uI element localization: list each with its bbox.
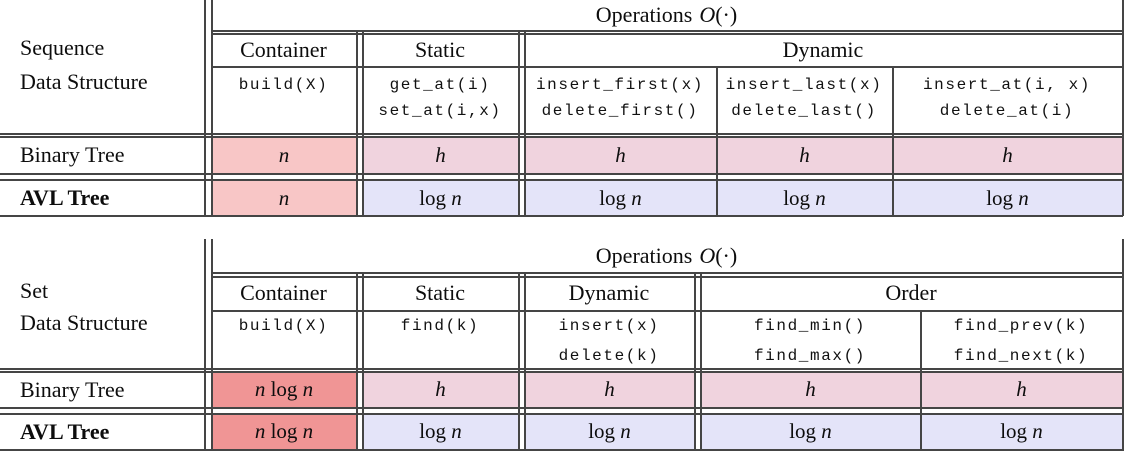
op-name-cell: find(k) <box>400 317 480 335</box>
group-header-container: Container <box>240 37 327 62</box>
complexity-cell: log n <box>921 414 1122 449</box>
complexity-cell: n log n <box>212 414 356 449</box>
table-label-line2: Data Structure <box>20 69 148 94</box>
complexity-cell: n log n <box>212 372 356 407</box>
op-name-cell: delete_at(i) <box>939 102 1075 120</box>
divider <box>0 173 1123 175</box>
row-label-binary-tree: Binary Tree <box>20 142 125 167</box>
operations-title: Operations O(·) <box>211 242 1122 270</box>
op-name-cell: find_min() <box>753 317 866 335</box>
operations-title-math-args: (·) <box>715 2 738 27</box>
operations-title-text: Operations <box>595 2 693 27</box>
divider <box>524 274 526 451</box>
op-name-cell: insert(x) <box>558 317 660 335</box>
operations-title: Operations O(·) <box>211 1 1122 29</box>
divider <box>518 274 520 451</box>
divider <box>700 274 702 451</box>
divider <box>0 133 1123 135</box>
op-name-cell: set_at(i,x) <box>378 102 502 120</box>
op-name-cell: delete_first() <box>541 102 699 120</box>
divider <box>716 66 718 216</box>
divider <box>524 31 526 216</box>
op-name-cell: find_max() <box>753 347 866 365</box>
complexity-cell: h <box>701 372 920 407</box>
divider <box>0 179 1123 181</box>
divider <box>204 0 206 216</box>
complexity-cell: h <box>921 372 1122 407</box>
group-header-static: Static <box>414 37 466 62</box>
complexity-cell: h <box>717 137 892 173</box>
op-name-cell: get_at(i) <box>389 76 491 94</box>
group-header-dynamic: Dynamic <box>568 280 650 305</box>
group-header-dynamic: Dynamic <box>782 37 864 62</box>
divider <box>211 66 1123 68</box>
operations-title-math-o: O <box>699 2 716 27</box>
row-label-avl-tree: AVL Tree <box>20 185 110 210</box>
complexity-cell: h <box>525 137 716 173</box>
operations-title-math-o: O <box>699 243 716 268</box>
divider <box>211 276 1123 278</box>
group-header-order: Order <box>885 280 937 305</box>
divider <box>211 310 1123 312</box>
complexity-cell: log n <box>525 414 694 449</box>
complexity-cell: n <box>212 137 356 173</box>
row-label-binary-tree: Binary Tree <box>20 377 125 402</box>
divider <box>1122 0 1124 216</box>
divider <box>356 31 358 216</box>
complexity-cell: log n <box>525 181 716 215</box>
table-label-line1: Sequence <box>20 35 105 60</box>
op-name-cell: insert_at(i, x) <box>922 76 1092 94</box>
op-name-cell: find_prev(k) <box>953 317 1089 335</box>
op-name-cell: insert_first(x) <box>535 76 705 94</box>
op-name-cell: delete_last() <box>731 102 877 120</box>
group-header-container: Container <box>240 280 327 305</box>
complexity-cell: log n <box>717 181 892 215</box>
divider <box>0 136 1123 138</box>
table-label-line2: Data Structure <box>20 310 148 335</box>
op-name-cell: insert_last(x) <box>725 76 883 94</box>
group-header-static: Static <box>414 280 466 305</box>
complexity-cell: log n <box>363 414 518 449</box>
table-label-line1: Set <box>20 278 49 303</box>
op-name-cell: build(X) <box>238 317 329 335</box>
complexity-cell: log n <box>701 414 920 449</box>
complexity-cell: h <box>363 137 518 173</box>
op-name-cell: build(X) <box>238 76 329 94</box>
divider <box>0 368 1123 370</box>
divider <box>211 0 213 216</box>
divider <box>694 274 696 451</box>
divider <box>1122 239 1124 451</box>
divider <box>0 449 1123 451</box>
divider <box>0 371 1123 373</box>
complexity-cell: n <box>212 181 356 215</box>
divider <box>211 30 1123 32</box>
divider <box>211 239 213 451</box>
divider <box>356 274 358 451</box>
divider <box>0 413 1123 415</box>
divider <box>211 272 1123 274</box>
op-name-cell: find_next(k) <box>953 347 1089 365</box>
complexity-cell: log n <box>363 181 518 215</box>
row-label-avl-tree: AVL Tree <box>20 419 110 444</box>
complexity-cell: log n <box>893 181 1122 215</box>
divider <box>518 31 520 216</box>
complexity-cell: h <box>525 372 694 407</box>
divider <box>362 31 364 216</box>
divider <box>362 274 364 451</box>
operations-title-text: Operations <box>595 243 693 268</box>
complexity-cell: h <box>893 137 1122 173</box>
operations-title-math-args: (·) <box>715 243 738 268</box>
divider <box>0 215 1123 217</box>
divider <box>211 33 1123 35</box>
divider <box>204 239 206 451</box>
op-name-cell: delete(k) <box>558 347 660 365</box>
divider <box>920 310 922 451</box>
divider <box>892 66 894 216</box>
divider <box>0 407 1123 409</box>
complexity-cell: h <box>363 372 518 407</box>
